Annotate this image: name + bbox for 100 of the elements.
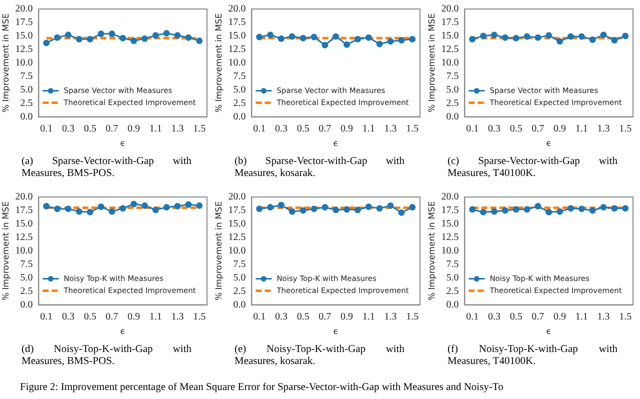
point [512, 34, 520, 42]
point [469, 36, 476, 42]
y-tick-label: 12.5 [15, 44, 33, 56]
x-tick-label: 0.7 [318, 123, 332, 134]
y-tick-label: 2.5 [446, 286, 459, 297]
y-tick-label: 10.0 [441, 246, 459, 257]
y-tick-label: 15.0 [15, 30, 33, 42]
text: (c) Sparse-Vector-with-Gap with Measures, T40100K. [448, 156, 618, 180]
point [278, 202, 284, 208]
point [141, 202, 148, 209]
point [174, 32, 181, 39]
point [108, 30, 116, 38]
y-tick-label: 17.5 [441, 17, 459, 28]
point [256, 206, 263, 212]
x-tick-label: 1.1 [149, 311, 162, 322]
y-tick-label: 5.0 [20, 84, 33, 96]
y-tick-label: 0.0 [233, 111, 246, 122]
y-tick-label: 10.0 [228, 58, 246, 69]
y-tick-label: 2.5 [20, 286, 33, 297]
point [365, 34, 372, 41]
point [322, 42, 328, 48]
point [278, 35, 284, 42]
x-tick-label: 0.5 [296, 123, 310, 134]
point [556, 38, 564, 45]
point [54, 34, 61, 41]
x-tick-label: 0.5 [510, 311, 522, 322]
point [354, 36, 361, 42]
y-tick-label: 12.5 [228, 44, 246, 56]
point [174, 202, 181, 210]
point [120, 34, 126, 42]
x-tick-label: 1.3 [597, 123, 610, 134]
x-axis-title: ϵ [120, 139, 126, 150]
point [98, 30, 104, 38]
y-tick-label: 15.0 [15, 218, 33, 230]
x-axis-title: ϵ [333, 139, 338, 150]
point [409, 204, 416, 210]
x-tick-label: 0.3 [274, 311, 288, 322]
x-tick-label: 1.1 [149, 123, 162, 134]
point [310, 34, 318, 40]
x-axis-title: ϵ [120, 327, 126, 338]
point [288, 33, 296, 40]
x-tick-label: 0.1 [40, 311, 53, 322]
y-tick-label: 0.0 [233, 299, 246, 310]
y-tick-label: 7.5 [233, 259, 246, 270]
y-tick-label: 20.0 [441, 192, 459, 203]
point [130, 38, 138, 44]
point [409, 36, 416, 42]
caption: Figure 2: Improvement percentage of Mean Square Error for Sparse-Vector-with-Gap with Measures and Noisy-To [19, 382, 504, 394]
point [611, 37, 618, 44]
x-tick-label: 0.9 [554, 311, 566, 322]
x-tick-label: 0.1 [253, 311, 266, 322]
point [502, 34, 508, 41]
text: (b) Sparse-Vector-with-Gap with Measures, kosarak. [234, 156, 404, 180]
point [546, 32, 552, 39]
point [600, 32, 607, 38]
y-tick-label: 20.0 [15, 4, 33, 15]
x-tick-label: 0.7 [106, 311, 118, 322]
point [354, 206, 361, 214]
x-tick-label: 0.9 [128, 311, 140, 322]
point [76, 208, 82, 215]
x-tick-label: 1.1 [362, 311, 375, 322]
point [64, 206, 72, 212]
point [130, 200, 138, 208]
x-tick-label: 1.5 [193, 123, 206, 134]
x-tick-label: 0.3 [488, 311, 500, 322]
y-tick-label: 2.5 [20, 98, 33, 109]
x-tick-label: 0.5 [510, 123, 522, 134]
x-tick-label: 0.1 [253, 123, 266, 134]
point [152, 32, 159, 39]
point [365, 203, 372, 210]
point [196, 38, 203, 44]
y-tick-label: 12.5 [15, 232, 33, 244]
point [398, 209, 405, 216]
point [344, 206, 350, 213]
point [120, 205, 126, 212]
y-tick-label: 10.0 [441, 58, 459, 69]
point [480, 32, 487, 40]
point [344, 41, 350, 48]
y-tick-label: 15.0 [228, 30, 246, 42]
point [376, 40, 383, 48]
x-tick-label: 1.5 [406, 311, 419, 322]
y-tick-label: 12.5 [441, 232, 459, 244]
point [376, 205, 383, 212]
y-tick-label: 20.0 [228, 192, 246, 203]
y-tick-label: 15.0 [441, 30, 459, 42]
y-tick-label: 17.5 [15, 17, 33, 28]
x-tick-label: 0.7 [106, 123, 118, 134]
point [267, 204, 274, 210]
y-tick-label: 10.0 [15, 246, 33, 257]
x-tick-label: 0.1 [466, 123, 479, 134]
y-tick-label: 2.5 [446, 98, 459, 109]
y-tick-label: 7.5 [446, 259, 459, 270]
point [185, 201, 192, 208]
y-tick-label: 0.0 [446, 111, 459, 122]
point [256, 34, 263, 40]
point [398, 37, 405, 44]
point [288, 208, 296, 215]
y-tick-label: 17.5 [441, 205, 459, 216]
x-tick-label: 0.9 [554, 123, 566, 134]
x-tick-label: 1.5 [619, 311, 632, 322]
